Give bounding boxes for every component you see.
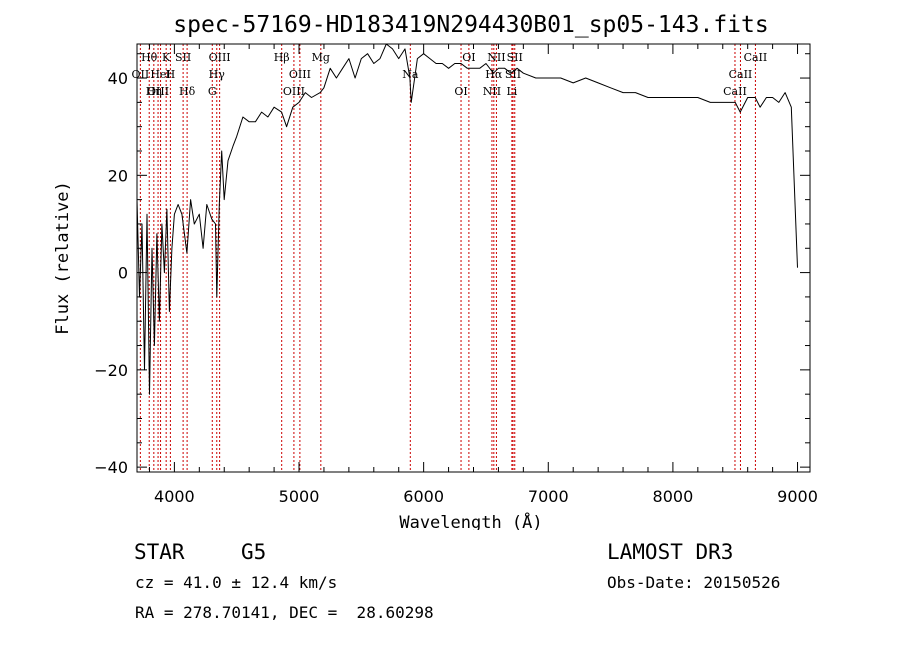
x-tick-label: 5000 (279, 487, 320, 506)
spectrum-line (136, 43, 798, 395)
y-tick-label: −40 (94, 458, 128, 477)
y-tick-label: −20 (94, 361, 128, 380)
x-axis-ticks: 4000 5000 6000 7000 8000 9000 (148, 44, 818, 506)
redshift-velocity: cz = 41.0 ± 12.4 km/s (135, 573, 338, 592)
spectral-line-label: Hθ (141, 51, 158, 64)
y-tick-label: 0 (118, 264, 128, 283)
y-tick-label: 20 (108, 166, 128, 185)
spectral-line-label: Hα (485, 68, 503, 81)
spectral-line-label: OII (132, 68, 150, 81)
spectral-line-label: Hη (146, 85, 162, 98)
spectrum-series (136, 43, 798, 395)
y-tick-label: 40 (108, 69, 128, 88)
spectral-line-label: Mg (312, 51, 330, 64)
spectral-line-label: Hδ (179, 85, 196, 98)
spectral-line-label: OIII (289, 68, 311, 81)
spectral-line-label: CaII (723, 85, 747, 98)
spectral-line-label: CaII (744, 51, 768, 64)
spectral-line-label: OI (454, 85, 467, 98)
chart-title: spec-57169-HD183419N294430B01_sp05-143.f… (173, 12, 768, 38)
spectral-line-label: Na (402, 68, 419, 81)
spectral-line-label: K (162, 51, 171, 64)
coordinates: RA = 278.70141, DEC = 28.60298 (135, 603, 434, 622)
spectral-line-label: OIII (209, 51, 231, 64)
object-class: STAR (134, 540, 185, 564)
spectral-line-label: CaII (729, 68, 753, 81)
spectral-line-markers (139, 44, 756, 472)
spectral-line-label: G (208, 85, 217, 98)
y-axis-label: Flux (relative) (53, 181, 73, 335)
spectral-line-label: OIII (283, 85, 305, 98)
spectral-line-label: Hβ (274, 51, 290, 64)
spectral-subclass: G5 (241, 540, 267, 564)
x-tick-label: 4000 (154, 487, 195, 506)
spectral-line-label: OI (462, 51, 475, 64)
spectral-line-label: NII (487, 51, 505, 64)
spectrum-plot: spec-57169-HD183419N294430B01_sp05-143.f… (53, 12, 818, 530)
spectral-line-label: H (166, 68, 176, 81)
spectral-line-label: SII (175, 51, 191, 64)
spectral-line-label: SII (507, 51, 523, 64)
spectral-line-labels: HθOIIOIIIKHeIHηSIIHHδOIIIHγGHβOIIIOIIIMg… (132, 51, 768, 98)
x-tick-label: 8000 (653, 487, 694, 506)
spectral-line-label: Hγ (209, 68, 226, 81)
spectral-line-label: Li (506, 85, 517, 98)
x-tick-label: 7000 (528, 487, 569, 506)
spectral-line-label: HeI (150, 68, 170, 81)
spectral-line-label: OIII (147, 85, 169, 98)
x-axis-label: Wavelength (Å) (399, 511, 542, 530)
observation-date: Obs-Date: 20150526 (607, 573, 781, 592)
plot-frame (136, 43, 811, 473)
spectral-line-label: NII (483, 85, 501, 98)
x-tick-label: 6000 (403, 487, 444, 506)
x-tick-label: 9000 (777, 487, 818, 506)
survey-name: LAMOST DR3 (607, 540, 734, 564)
y-axis-ticks: −40 −20 0 20 40 (94, 53, 810, 477)
